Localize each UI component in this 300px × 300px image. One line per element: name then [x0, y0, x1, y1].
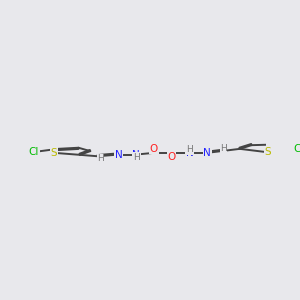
Text: N: N	[132, 150, 140, 160]
Text: H: H	[186, 146, 193, 154]
Text: Cl: Cl	[29, 147, 39, 157]
Text: H: H	[220, 143, 227, 152]
Text: N: N	[203, 148, 211, 158]
Text: H: H	[97, 154, 104, 163]
Text: S: S	[51, 148, 58, 158]
Text: H: H	[133, 153, 140, 162]
Text: O: O	[168, 152, 176, 162]
Text: S: S	[265, 147, 271, 157]
Text: N: N	[186, 148, 193, 158]
Text: Cl: Cl	[294, 144, 300, 154]
Text: O: O	[150, 144, 158, 154]
Text: N: N	[115, 150, 122, 160]
